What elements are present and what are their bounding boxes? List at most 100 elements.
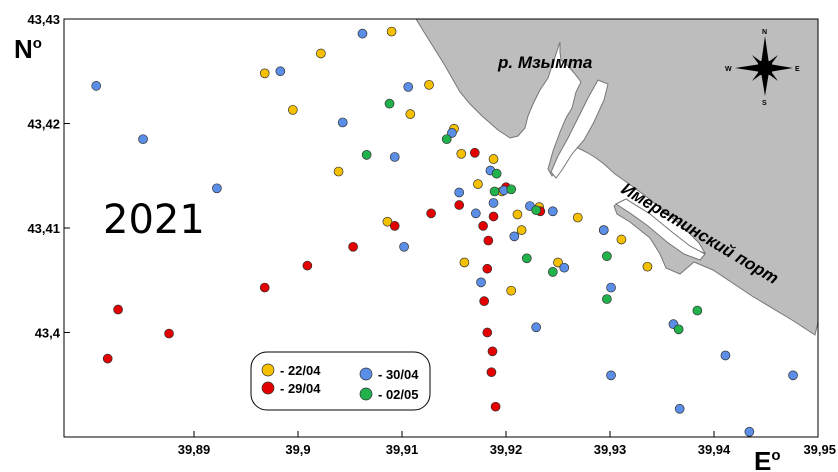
compass-e-label: E	[795, 66, 800, 73]
sample-point-2204	[382, 216, 393, 227]
sample-point-3004	[788, 370, 798, 381]
sample-point-2904	[482, 327, 493, 338]
sample-point-2904	[478, 221, 488, 231]
sample-point-2904	[469, 147, 480, 158]
sample-point-2204	[616, 234, 627, 245]
sample-point-3004	[275, 66, 286, 77]
y-axis-ticks: 43,43 43,42 43,41 43,4	[27, 12, 70, 341]
sample-point-2204	[424, 79, 434, 90]
compass-n-arm	[761, 36, 769, 64]
sample-point-0205	[491, 168, 502, 179]
river-mouth	[550, 79, 609, 179]
sample-point-2904	[102, 353, 113, 364]
sample-point-0205	[531, 205, 542, 216]
x-axis-label-degree: o	[771, 447, 780, 464]
sample-point-2904	[302, 260, 313, 271]
sample-point-3004	[598, 225, 609, 235]
x-axis-label: Eo	[754, 446, 781, 472]
legend: - 22/04 - 30/04 - 29/04 - 02/05	[250, 351, 431, 411]
sample-point-2904	[488, 211, 499, 222]
sample-point-2204	[506, 285, 517, 296]
sample-point-2204	[386, 26, 397, 37]
sample-point-0205	[441, 134, 452, 145]
x-axis-ticks: 39,89 39,9 39,91 39,92 39,93 39,94 39,95	[178, 431, 836, 457]
x-tick-label: 39,95	[803, 442, 836, 457]
sample-point-3004	[674, 403, 685, 414]
sample-point-0205	[506, 184, 517, 195]
sample-point-2204	[316, 48, 326, 59]
compass-n-label: N	[762, 29, 767, 36]
sample-point-3004	[547, 206, 558, 217]
x-tick-label: 39,9	[285, 442, 310, 457]
sample-point-3004	[357, 28, 368, 39]
sample-point-0205	[547, 267, 558, 277]
sample-point-3004	[606, 370, 616, 381]
x-tick-label: 39,94	[698, 442, 731, 457]
compass-w-label: W	[725, 66, 732, 73]
sample-point-2204	[333, 166, 344, 177]
sample-point-3004	[488, 198, 499, 208]
sample-point-3004	[744, 426, 755, 437]
x-tick-label: 39,92	[490, 442, 523, 457]
sample-point-2904	[454, 200, 465, 210]
sample-point-0205	[521, 253, 532, 264]
y-axis-label: No	[14, 34, 42, 64]
sample-point-3004	[470, 208, 481, 219]
sample-point-2204	[512, 209, 523, 220]
sample-point-2904	[486, 367, 497, 378]
sample-point-3004	[337, 117, 348, 128]
sample-point-3004	[476, 277, 486, 288]
compass-s-arm	[761, 72, 769, 96]
sample-point-2204	[259, 68, 270, 79]
sample-point-0205	[384, 98, 395, 109]
y-tick-label: 43,43	[27, 12, 60, 27]
sample-point-3004	[720, 350, 731, 361]
y-axis-label-degree: o	[33, 35, 42, 52]
sample-point-2904	[426, 208, 436, 219]
x-tick-label: 39,91	[386, 442, 419, 457]
legend-marker-2904	[261, 381, 275, 395]
sample-point-0205	[602, 294, 612, 304]
sample-point-2904	[479, 296, 490, 306]
sample-point-2904	[487, 346, 498, 357]
sample-point-2204	[456, 148, 467, 159]
legend-marker-2204	[261, 363, 275, 377]
legend-marker-0205	[359, 387, 373, 401]
sample-point-3004	[91, 81, 102, 91]
land-area	[415, 18, 819, 336]
sample-point-2204	[572, 212, 583, 223]
sample-point-3004	[212, 183, 222, 194]
y-tick-label: 43,42	[27, 117, 60, 132]
sampling-points	[91, 26, 798, 437]
x-tick-label: 39,93	[594, 442, 627, 457]
compass-w-arm	[735, 64, 761, 72]
sample-point-0205	[361, 150, 372, 160]
year-title: 2021	[103, 197, 205, 243]
sample-point-2904	[348, 241, 358, 252]
sample-point-3004	[389, 152, 400, 162]
sample-point-2204	[473, 179, 483, 189]
river-label: р. Мзымта	[497, 53, 592, 72]
sample-point-2204	[488, 154, 499, 164]
y-tick-label: 43,41	[27, 221, 60, 236]
legend-label-3004: - 30/04	[378, 367, 419, 382]
legend-label-2204: - 22/04	[280, 363, 321, 378]
compass-rose: N S E W	[725, 29, 800, 107]
sample-point-3004	[454, 187, 465, 198]
sample-point-3004	[399, 241, 409, 252]
sample-point-2904	[113, 304, 123, 315]
sample-point-0205	[602, 251, 612, 262]
sample-point-2204	[459, 257, 470, 268]
sample-point-0205	[673, 324, 684, 335]
port-breakwater	[614, 198, 706, 261]
x-tick-label: 39,89	[178, 442, 211, 457]
sample-point-3004	[138, 134, 148, 145]
sample-point-2904	[490, 401, 501, 412]
y-tick-label: 43,4	[35, 326, 61, 341]
sample-point-2904	[483, 235, 494, 246]
legend-label-0205: - 02/05	[378, 387, 418, 402]
sample-point-2904	[164, 328, 174, 339]
sample-point-2904	[482, 263, 493, 274]
sample-point-3004	[447, 128, 457, 138]
